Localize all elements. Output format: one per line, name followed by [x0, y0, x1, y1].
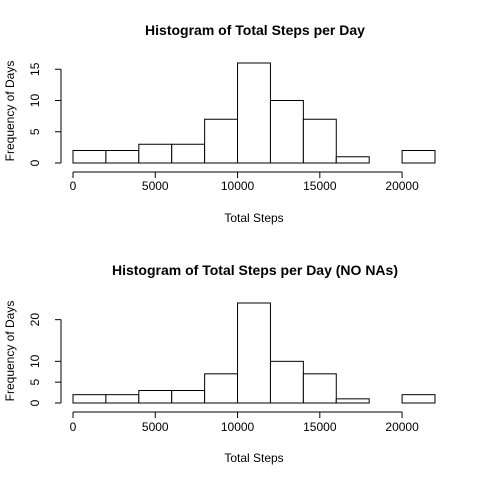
x-axis-label: Total Steps — [224, 211, 283, 225]
x-tick-label: 5000 — [142, 420, 169, 434]
histogram-bar — [204, 373, 239, 404]
histogram-bar — [204, 118, 239, 164]
histogram-bar — [237, 302, 271, 404]
histogram-panel-2: Histogram of Total Steps per Day (NO NAs… — [3, 262, 436, 465]
x-tick-label: 20000 — [385, 179, 419, 193]
histogram-bar — [302, 118, 337, 164]
histogram-bar — [302, 373, 337, 404]
y-tick-label: 15 — [28, 62, 42, 76]
y-tick-label: 0 — [28, 399, 42, 406]
histogram-bar — [401, 394, 436, 404]
histogram-bar — [335, 156, 370, 164]
y-tick-label: 5 — [28, 128, 42, 135]
histogram-bar — [269, 100, 304, 164]
histogram-bar — [335, 398, 370, 404]
histogram-bar — [401, 150, 436, 164]
y-tick-label: 0 — [28, 159, 42, 166]
x-tick-label: 0 — [70, 179, 77, 193]
histogram-bar — [72, 394, 107, 404]
x-tick-label: 10000 — [221, 179, 255, 193]
histogram-bar — [171, 143, 206, 164]
x-axis-label: Total Steps — [224, 451, 283, 465]
histogram-bar — [72, 150, 107, 164]
y-axis-label: Frequency of Days — [3, 301, 17, 402]
x-tick-label: 20000 — [385, 420, 419, 434]
x-tick-label: 15000 — [303, 179, 337, 193]
x-tick-label: 5000 — [142, 179, 169, 193]
histogram-bar — [138, 390, 173, 404]
x-tick-label: 15000 — [303, 420, 337, 434]
histogram-bar — [237, 62, 271, 164]
x-tick-label: 0 — [70, 420, 77, 434]
y-tick-label: 10 — [28, 354, 42, 368]
histogram-bar — [171, 390, 206, 404]
x-tick-label: 10000 — [221, 420, 255, 434]
y-tick-label: 5 — [28, 379, 42, 386]
histogram-bar — [138, 143, 173, 164]
histogram-bar — [105, 394, 140, 404]
y-tick-label: 20 — [28, 313, 42, 327]
chart-title: Histogram of Total Steps per Day — [145, 22, 365, 38]
y-axis-label: Frequency of Days — [3, 61, 17, 162]
histogram-bar — [105, 150, 140, 164]
y-tick-label: 10 — [28, 94, 42, 108]
chart-title: Histogram of Total Steps per Day (NO NAs… — [112, 262, 398, 278]
histogram-bar — [269, 360, 304, 404]
